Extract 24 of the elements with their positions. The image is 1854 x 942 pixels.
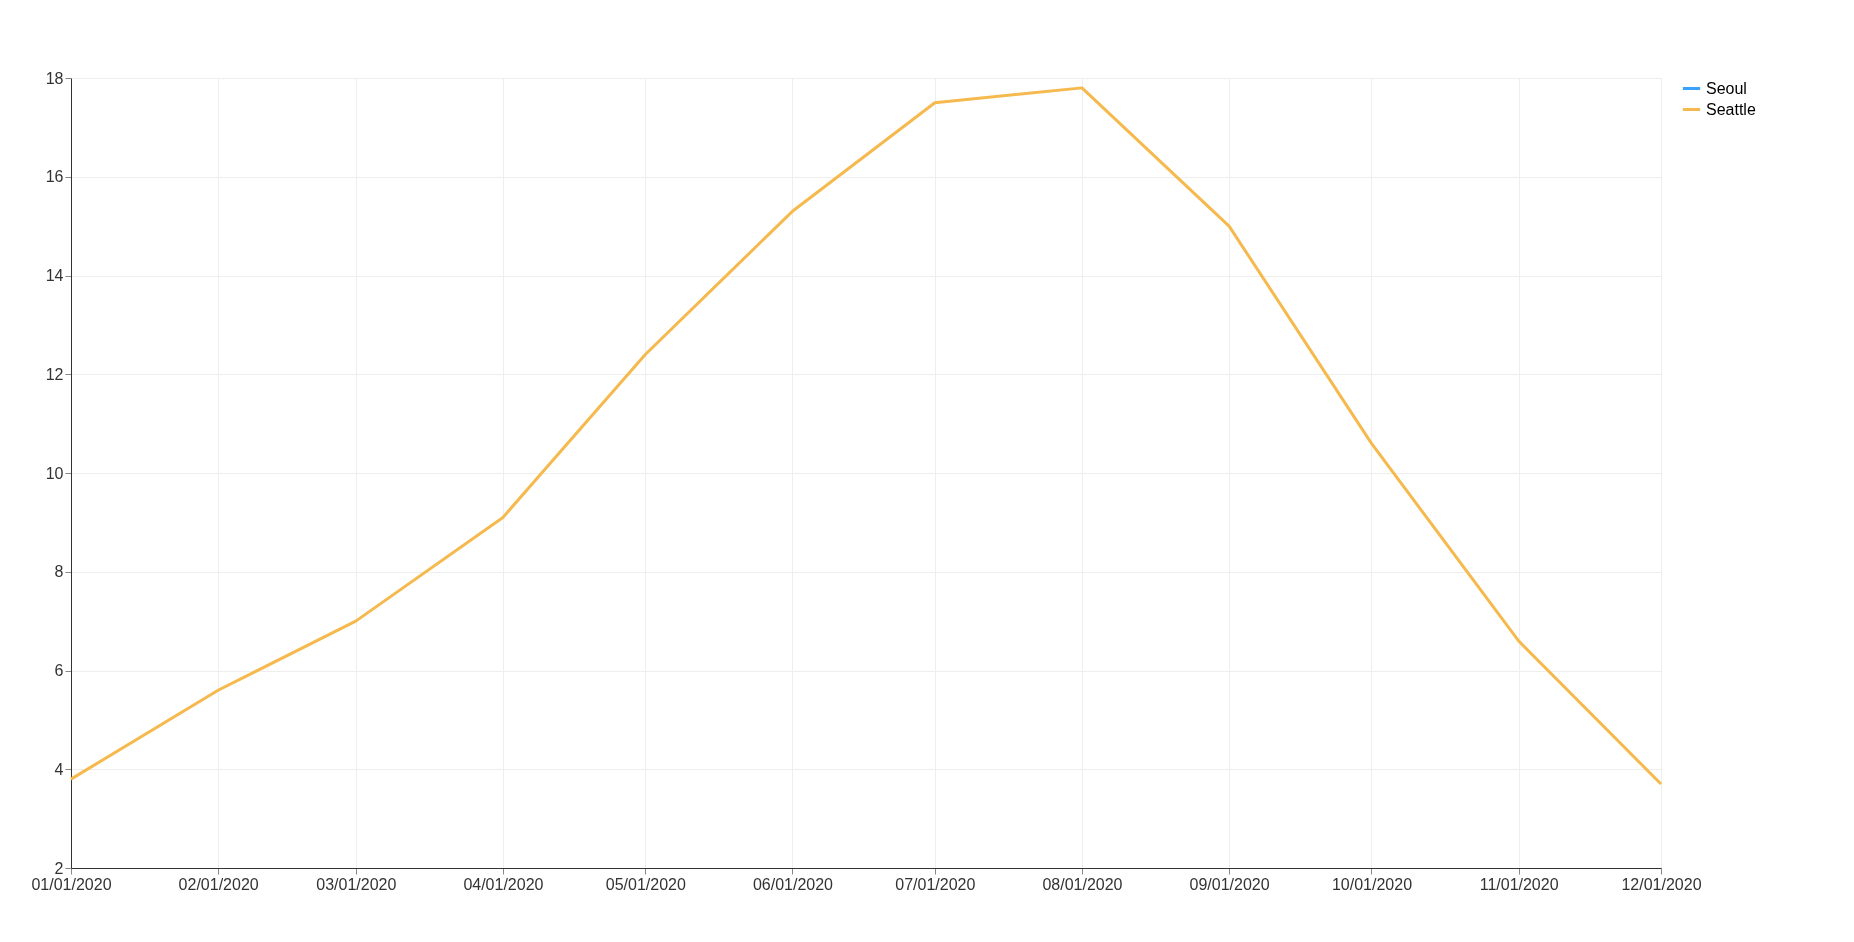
x-tick-label: 05/01/2020: [605, 875, 686, 893]
line-series: [69, 86, 1663, 786]
x-tick-label: 07/01/2020: [895, 875, 976, 893]
y-tick-label: 2: [54, 859, 64, 877]
x-tick-label: 03/01/2020: [316, 875, 397, 893]
x-tick-label: 11/01/2020: [1479, 875, 1559, 893]
y-tick-label: 4: [54, 760, 64, 778]
y-tick-label: 8: [54, 563, 64, 581]
x-tick-label: 04/01/2020: [463, 875, 544, 893]
y-tick-label: 6: [54, 662, 64, 679]
x-tick-label: 02/01/2020: [178, 875, 259, 893]
y-tick-label: 18: [45, 69, 64, 87]
x-tick-label: 09/01/2020: [1189, 875, 1270, 893]
x-tick-label: 08/01/2020: [1042, 875, 1123, 893]
y-tick-label: 10: [45, 464, 64, 482]
x-tick-label: 12/01/2020: [1621, 875, 1702, 893]
legend-label: Seoul: [1706, 79, 1747, 97]
x-tick-label: 01/01/2020: [31, 875, 112, 893]
x-tick-label: 10/01/2020: [1331, 875, 1413, 893]
y-tick-label: 16: [45, 168, 64, 186]
y-tick-label: 14: [45, 267, 64, 284]
legend-label: Seattle: [1706, 100, 1756, 118]
x-tick-label: 06/01/2020: [752, 875, 834, 893]
y-tick-label: 12: [45, 365, 64, 383]
